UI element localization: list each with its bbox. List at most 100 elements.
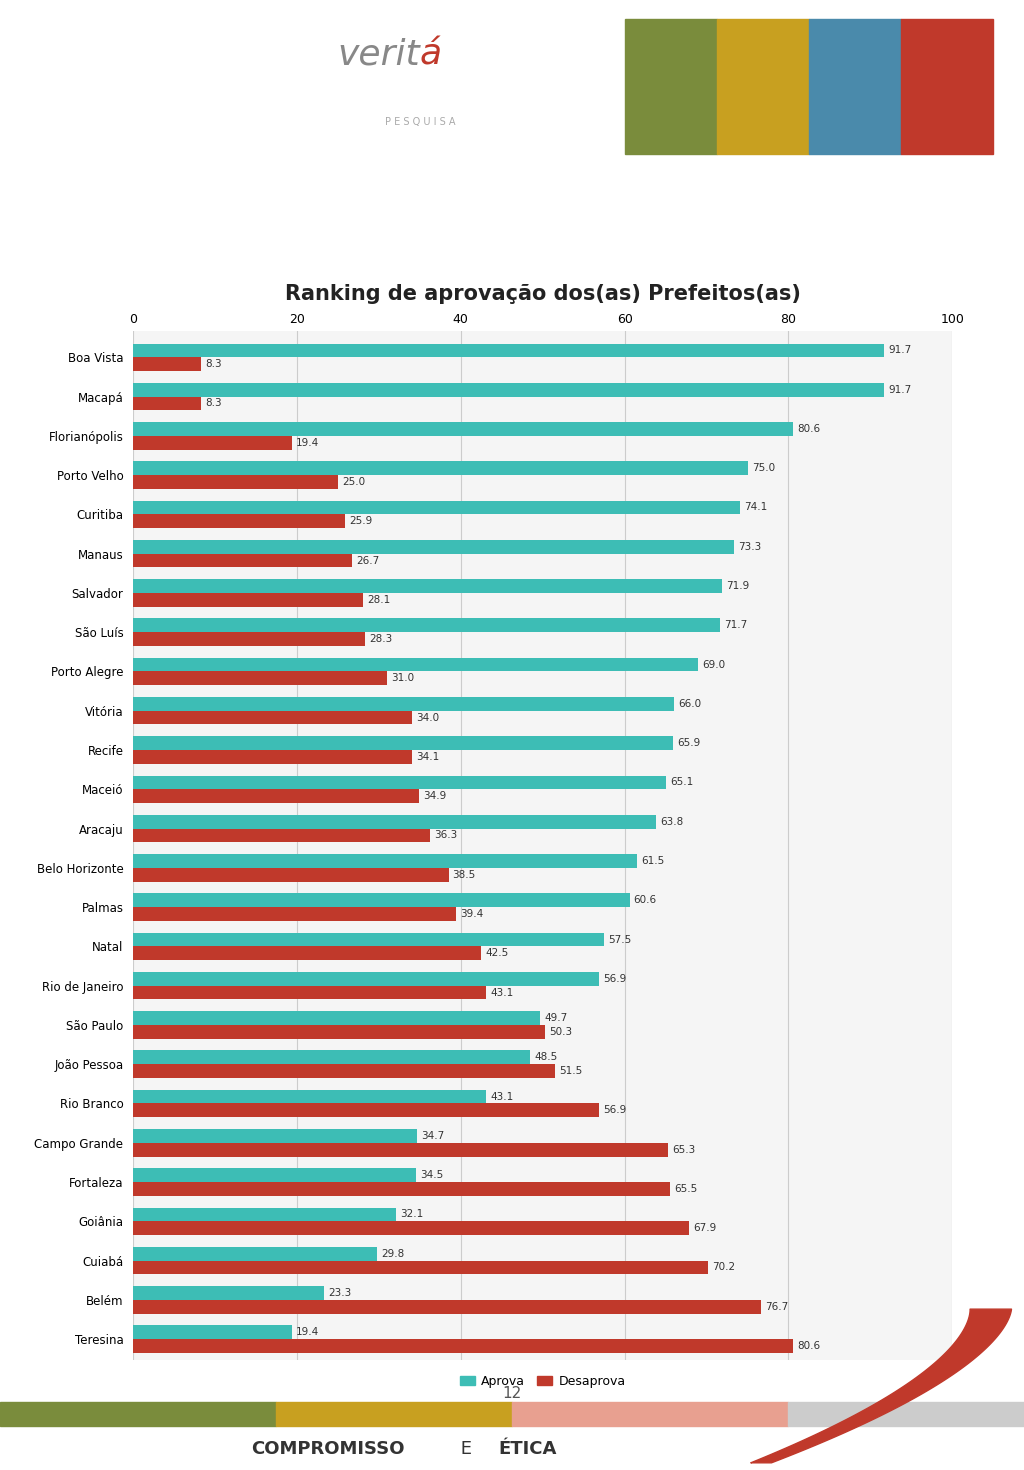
Text: 34.9: 34.9 [423, 791, 446, 801]
Bar [133, 1299, 762, 1314]
Text: 43.1: 43.1 [490, 1092, 514, 1101]
Bar [133, 422, 794, 435]
Bar [512, 1402, 788, 1426]
Text: 91.7: 91.7 [889, 345, 911, 356]
Text: 34.5: 34.5 [420, 1170, 443, 1180]
Text: verit: verit [337, 37, 420, 71]
Text: E: E [455, 1441, 477, 1458]
Text: 70.2: 70.2 [713, 1263, 735, 1273]
Bar [901, 19, 993, 154]
Bar [133, 1207, 396, 1222]
Bar [133, 435, 292, 450]
Text: 28.1: 28.1 [368, 595, 391, 604]
Bar [133, 867, 449, 882]
Bar [133, 1169, 416, 1182]
Title: Ranking de aprovação dos(as) Prefeitos(as): Ranking de aprovação dos(as) Prefeitos(a… [285, 284, 801, 304]
Text: 39.4: 39.4 [460, 908, 483, 919]
Text: 49.7: 49.7 [545, 1013, 567, 1023]
Bar [133, 1222, 689, 1235]
Text: 73.3: 73.3 [737, 542, 761, 551]
Bar [133, 814, 655, 829]
Bar [133, 854, 637, 867]
Text: 23.3: 23.3 [328, 1288, 351, 1298]
Text: 43.1: 43.1 [490, 988, 514, 998]
Bar [133, 1011, 541, 1025]
Bar [133, 972, 599, 986]
Bar [133, 1089, 486, 1104]
Bar [133, 672, 387, 685]
Legend: Aprova, Desaprova: Aprova, Desaprova [455, 1370, 631, 1392]
Text: 80.6: 80.6 [798, 1341, 820, 1351]
Text: 71.9: 71.9 [726, 581, 750, 591]
Text: 42.5: 42.5 [485, 948, 509, 958]
Text: 74.1: 74.1 [744, 503, 768, 513]
Text: 31.0: 31.0 [391, 673, 415, 684]
Text: 65.1: 65.1 [671, 778, 694, 788]
Bar [133, 1261, 709, 1274]
Bar [133, 894, 630, 907]
Bar [133, 1064, 555, 1078]
Bar [133, 789, 419, 803]
Text: 71.7: 71.7 [725, 620, 748, 631]
Text: 34.0: 34.0 [416, 713, 439, 723]
Text: á: á [420, 37, 442, 71]
Text: P E S Q U I S A: P E S Q U I S A [385, 116, 455, 126]
Text: 67.9: 67.9 [693, 1223, 717, 1233]
Bar [133, 1025, 545, 1039]
Bar [133, 1104, 599, 1117]
Bar [276, 1402, 512, 1426]
Bar [133, 1339, 794, 1352]
Text: 8.3: 8.3 [205, 359, 222, 369]
Bar [133, 750, 413, 764]
Text: 32.1: 32.1 [400, 1210, 424, 1220]
Text: 57.5: 57.5 [608, 935, 632, 945]
Bar [133, 1286, 324, 1299]
Text: 38.5: 38.5 [453, 870, 476, 879]
Bar [809, 19, 901, 154]
Bar [133, 1051, 530, 1064]
Bar [133, 829, 430, 842]
Bar [133, 932, 604, 947]
Bar [133, 475, 338, 490]
Text: 65.5: 65.5 [674, 1183, 697, 1194]
Bar [133, 1182, 670, 1195]
Text: 48.5: 48.5 [535, 1053, 558, 1063]
Text: 19.4: 19.4 [296, 1327, 319, 1338]
Bar [133, 657, 698, 672]
Bar [133, 554, 352, 567]
Text: 19.4: 19.4 [296, 438, 319, 448]
Text: 34.7: 34.7 [422, 1130, 444, 1141]
Bar [133, 514, 345, 528]
Text: 25.0: 25.0 [342, 476, 366, 487]
Bar [133, 776, 667, 789]
Text: 25.9: 25.9 [349, 516, 373, 526]
Text: 65.9: 65.9 [677, 738, 700, 748]
Text: 12: 12 [503, 1386, 521, 1401]
Bar [133, 710, 412, 725]
Bar [625, 19, 717, 154]
Bar [133, 539, 733, 554]
Text: 69.0: 69.0 [702, 660, 726, 670]
Text: 34.1: 34.1 [417, 751, 440, 761]
Text: 28.3: 28.3 [369, 634, 392, 644]
Text: 66.0: 66.0 [678, 698, 701, 709]
Bar [133, 736, 673, 750]
Text: 91.7: 91.7 [889, 385, 911, 394]
Bar [133, 986, 486, 1000]
Text: 8.3: 8.3 [205, 398, 222, 409]
Bar [133, 632, 365, 645]
Bar [133, 579, 722, 592]
Text: 56.9: 56.9 [603, 1105, 627, 1116]
Bar [788, 1402, 1024, 1426]
Text: 61.5: 61.5 [641, 856, 665, 866]
Text: 65.3: 65.3 [672, 1145, 695, 1154]
Text: 60.6: 60.6 [634, 895, 656, 906]
Text: 56.9: 56.9 [603, 973, 627, 983]
Text: 29.8: 29.8 [381, 1248, 404, 1258]
Bar [133, 1129, 418, 1142]
Bar [133, 592, 364, 607]
Bar [133, 947, 481, 960]
Bar [133, 1247, 377, 1261]
Bar [133, 462, 748, 475]
Bar [133, 1326, 292, 1339]
